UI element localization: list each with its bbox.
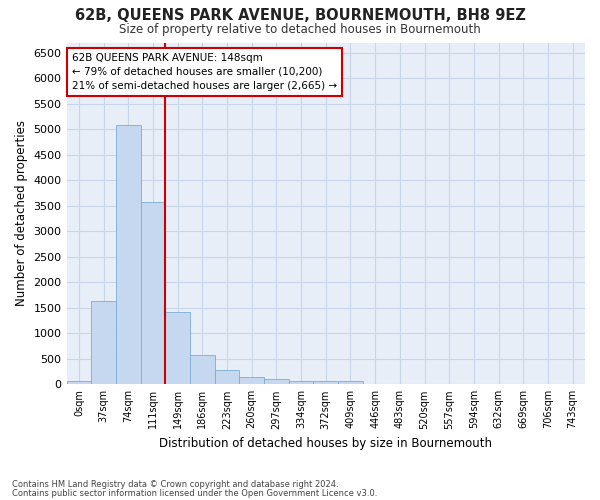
Bar: [338, 382, 363, 384]
Text: Size of property relative to detached houses in Bournemouth: Size of property relative to detached ho…: [119, 22, 481, 36]
Bar: [91, 301, 116, 384]
Bar: [289, 382, 313, 384]
Y-axis label: Number of detached properties: Number of detached properties: [15, 120, 28, 306]
Text: 62B, QUEENS PARK AVENUE, BOURNEMOUTH, BH8 9EZ: 62B, QUEENS PARK AVENUE, BOURNEMOUTH, BH…: [74, 8, 526, 22]
Text: 62B QUEENS PARK AVENUE: 148sqm
← 79% of detached houses are smaller (10,200)
21%: 62B QUEENS PARK AVENUE: 148sqm ← 79% of …: [72, 53, 337, 91]
Bar: [215, 370, 239, 384]
Bar: [67, 380, 91, 384]
X-axis label: Distribution of detached houses by size in Bournemouth: Distribution of detached houses by size …: [159, 437, 492, 450]
Bar: [140, 202, 165, 384]
Text: Contains public sector information licensed under the Open Government Licence v3: Contains public sector information licen…: [12, 489, 377, 498]
Bar: [239, 377, 264, 384]
Bar: [190, 354, 215, 384]
Bar: [165, 312, 190, 384]
Text: Contains HM Land Registry data © Crown copyright and database right 2024.: Contains HM Land Registry data © Crown c…: [12, 480, 338, 489]
Bar: [264, 378, 289, 384]
Bar: [313, 382, 338, 384]
Bar: [116, 125, 140, 384]
